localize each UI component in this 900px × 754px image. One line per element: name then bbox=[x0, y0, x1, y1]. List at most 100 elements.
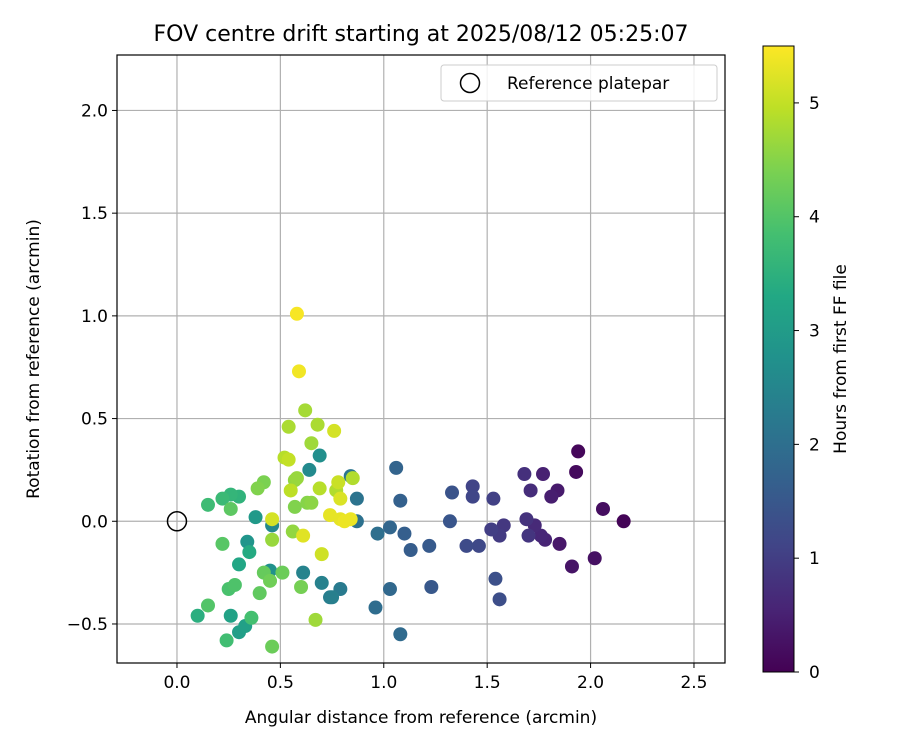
data-point bbox=[250, 481, 265, 496]
data-point bbox=[312, 448, 327, 463]
x-tick-label: 2.0 bbox=[577, 673, 604, 693]
data-point bbox=[304, 436, 319, 451]
data-points bbox=[190, 306, 631, 654]
x-tick-label: 2.5 bbox=[680, 673, 707, 693]
y-axis-ticks: −0.5 0.0 0.5 1.0 1.5 2.0 bbox=[67, 101, 117, 635]
data-point bbox=[569, 464, 584, 479]
data-point bbox=[517, 467, 532, 482]
data-point bbox=[616, 514, 631, 529]
reference-platepar-marker bbox=[166, 511, 188, 532]
data-point bbox=[536, 467, 551, 482]
colorbar-tick-label: 2 bbox=[809, 435, 820, 455]
data-point bbox=[521, 528, 536, 543]
data-point bbox=[289, 471, 304, 486]
data-point bbox=[519, 512, 534, 527]
data-point bbox=[397, 526, 412, 541]
data-point bbox=[333, 491, 348, 506]
data-point bbox=[263, 573, 278, 588]
data-point bbox=[488, 571, 503, 586]
data-point bbox=[298, 403, 313, 418]
data-point bbox=[471, 538, 486, 553]
data-point bbox=[200, 497, 215, 512]
data-point bbox=[265, 639, 280, 654]
x-axis-label: Angular distance from reference (arcmin) bbox=[245, 708, 597, 728]
data-point bbox=[442, 514, 457, 529]
data-point bbox=[294, 580, 309, 594]
data-point bbox=[223, 501, 238, 516]
colorbar-tick-label: 1 bbox=[809, 549, 820, 569]
data-point bbox=[289, 306, 304, 321]
data-point bbox=[283, 483, 298, 498]
data-point bbox=[308, 612, 323, 627]
data-point bbox=[492, 592, 507, 607]
data-point bbox=[248, 510, 263, 525]
colorbar-ticks: 0 1 2 3 4 5 bbox=[794, 94, 820, 683]
chart-title: FOV centre drift starting at 2025/08/12 … bbox=[154, 22, 689, 47]
data-point bbox=[345, 471, 360, 486]
y-axis-label: Rotation from reference (arcmin) bbox=[24, 219, 44, 499]
colorbar-tick-label: 4 bbox=[809, 208, 820, 228]
y-tick-label: 0.5 bbox=[81, 410, 108, 430]
data-point bbox=[424, 580, 439, 594]
x-tick-label: 0.5 bbox=[267, 673, 294, 693]
x-tick-label: 1.5 bbox=[474, 673, 501, 693]
data-point bbox=[368, 600, 383, 615]
data-point bbox=[310, 417, 325, 432]
data-point bbox=[215, 536, 230, 551]
data-point bbox=[244, 610, 259, 625]
data-point bbox=[281, 419, 296, 434]
data-point bbox=[227, 577, 242, 592]
y-tick-label: 1.5 bbox=[81, 204, 108, 224]
data-point bbox=[393, 493, 408, 508]
data-point bbox=[252, 586, 267, 601]
data-point bbox=[486, 491, 501, 506]
data-point bbox=[232, 557, 247, 572]
data-point bbox=[484, 522, 499, 537]
data-point bbox=[200, 598, 215, 613]
legend-reference-marker bbox=[459, 72, 481, 94]
data-point bbox=[343, 512, 358, 527]
data-point bbox=[552, 536, 567, 551]
data-point bbox=[533, 528, 548, 543]
colorbar-tick-label: 0 bbox=[809, 663, 820, 683]
data-point bbox=[382, 520, 397, 535]
data-point bbox=[403, 543, 418, 558]
data-point bbox=[571, 444, 586, 459]
data-point bbox=[595, 501, 610, 516]
data-point bbox=[296, 565, 311, 580]
y-tick-label: 0.0 bbox=[81, 512, 108, 532]
data-point bbox=[314, 575, 329, 590]
data-point bbox=[291, 364, 306, 379]
legend-reference-label: Reference platepar bbox=[507, 74, 669, 94]
grid-lines bbox=[117, 55, 725, 663]
data-point bbox=[265, 512, 280, 527]
data-point bbox=[349, 491, 364, 506]
data-point bbox=[296, 528, 311, 543]
data-point bbox=[304, 495, 319, 510]
data-point bbox=[523, 483, 538, 498]
data-point bbox=[564, 559, 579, 574]
data-point bbox=[190, 608, 205, 623]
data-point bbox=[544, 489, 559, 504]
y-tick-label: 2.0 bbox=[81, 101, 108, 121]
data-point bbox=[459, 538, 474, 553]
data-point bbox=[382, 582, 397, 597]
data-point bbox=[370, 526, 385, 541]
data-point bbox=[314, 547, 329, 562]
colorbar bbox=[762, 45, 795, 673]
data-point bbox=[275, 565, 290, 580]
data-point bbox=[219, 633, 234, 648]
data-point bbox=[325, 590, 340, 605]
plot-frame bbox=[116, 54, 726, 664]
colorbar-label: Hours from first FF file bbox=[831, 264, 851, 454]
data-point bbox=[312, 481, 327, 496]
y-tick-label: −0.5 bbox=[67, 615, 108, 635]
x-tick-label: 1.0 bbox=[370, 673, 397, 693]
data-point bbox=[215, 491, 230, 506]
data-point bbox=[327, 423, 342, 438]
data-point bbox=[281, 452, 296, 467]
data-point bbox=[465, 489, 480, 504]
x-tick-label: 0.0 bbox=[163, 673, 190, 693]
